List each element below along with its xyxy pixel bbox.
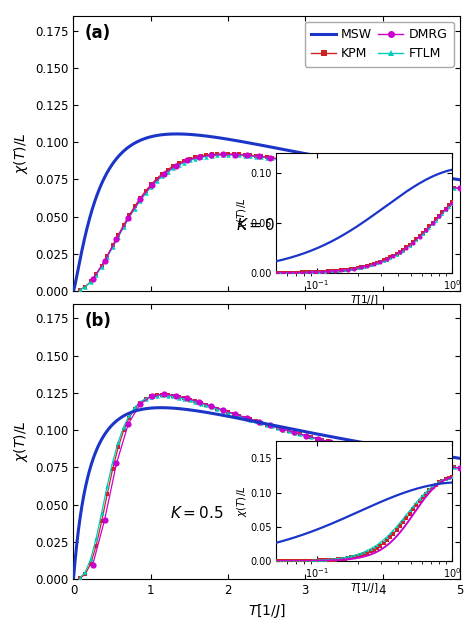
Legend: MSW, KPM, DMRG, FTLM: MSW, KPM, DMRG, FTLM xyxy=(305,22,454,66)
Text: (b): (b) xyxy=(85,312,112,330)
X-axis label: $T[1/J]$: $T[1/J]$ xyxy=(248,602,285,620)
Text: $K=0.5$: $K=0.5$ xyxy=(170,505,224,521)
Text: $K=0.0$: $K=0.0$ xyxy=(236,217,290,233)
Text: (a): (a) xyxy=(85,24,111,42)
Y-axis label: $\chi(T)/L$: $\chi(T)/L$ xyxy=(11,133,29,174)
Y-axis label: $\chi(T)/L$: $\chi(T)/L$ xyxy=(11,421,29,462)
